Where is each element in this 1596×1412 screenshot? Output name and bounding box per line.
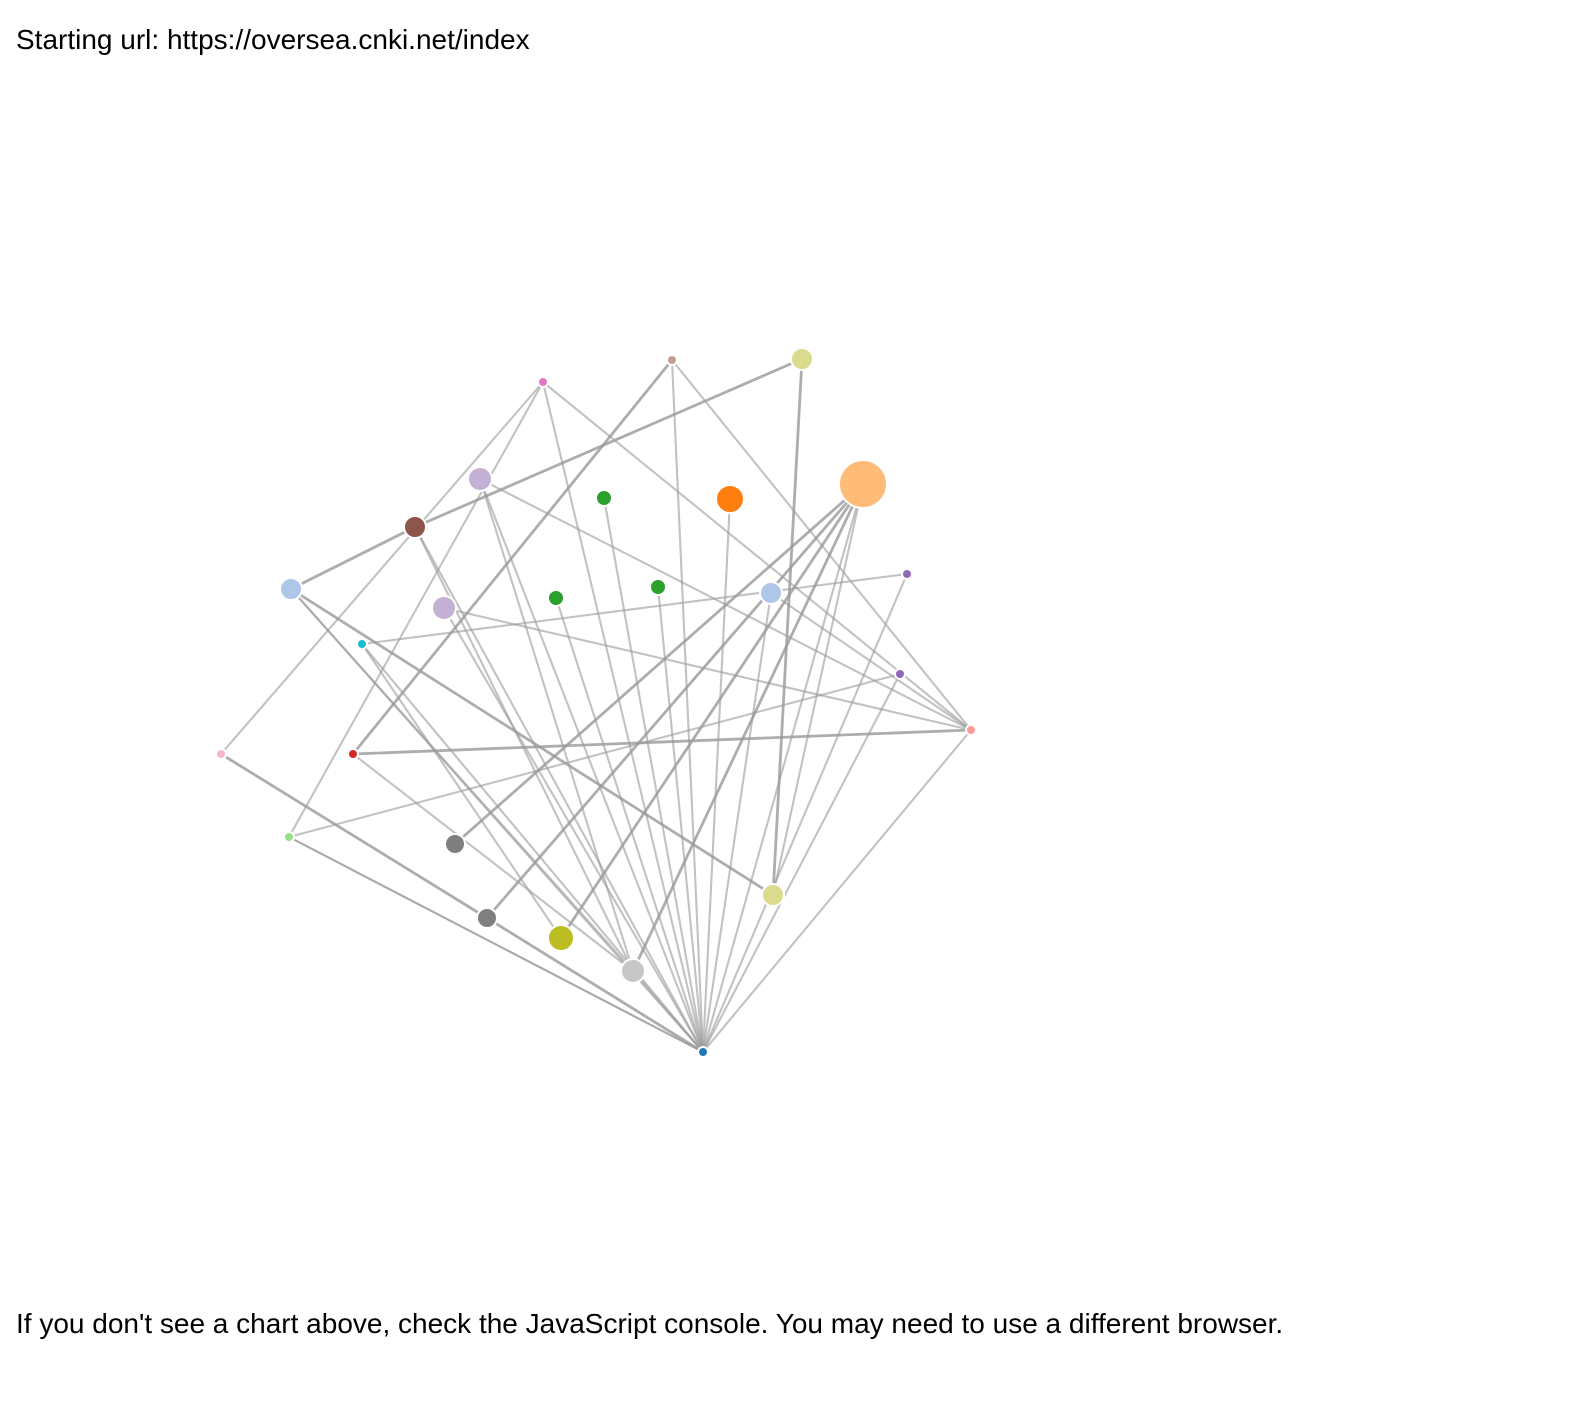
graph-link-lightblue-1-silver	[289, 587, 635, 973]
graph-link-lightgreen-hub	[287, 835, 705, 1054]
graph-node-lightgreen[interactable]	[283, 831, 295, 843]
graph-node-lavender-1[interactable]	[467, 466, 493, 492]
graph-link-orange-big-olive-light-2	[771, 482, 865, 897]
graph-link-tan-top-hub	[670, 358, 705, 1054]
graph-node-olive[interactable]	[547, 924, 575, 952]
graph-link-lavender-2-salmon	[442, 606, 973, 732]
browser-warning-text: If you don't see a chart above, check th…	[16, 1308, 1284, 1339]
graph-link-purple-1-hub	[701, 572, 909, 1054]
graph-link-red-silver	[351, 752, 635, 973]
graph-link-green-1-hub	[602, 496, 705, 1054]
graph-link-orange-big-olive	[559, 482, 865, 940]
graph-node-gray-2[interactable]	[476, 907, 498, 929]
graph-node-olive-light-top[interactable]	[790, 347, 814, 371]
graph-node-orange[interactable]	[715, 484, 745, 514]
graph-link-teal-hub	[360, 642, 705, 1054]
graph-link-red-salmon	[351, 728, 973, 756]
graph-link-lavender-2-hub	[442, 606, 705, 1054]
graph-link-pink-top-salmon	[541, 380, 973, 732]
graph-node-red[interactable]	[347, 748, 359, 760]
graph-link-salmon-hub	[701, 728, 973, 1054]
graph-link-orange-big-hub	[701, 482, 865, 1054]
graph-link-pink-left-gray-2	[219, 752, 489, 920]
graph-link-pink-top-pink-left	[219, 380, 545, 756]
graph-link-green-2-hub	[554, 596, 705, 1054]
graph-node-brown[interactable]	[403, 515, 427, 539]
graph-link-lavender-1-hub	[478, 477, 705, 1054]
graph-node-green-1[interactable]	[595, 489, 613, 507]
graph-link-brown-lightblue-1	[289, 525, 417, 591]
graph-link-lavender-1-silver	[478, 477, 635, 973]
graph-link-olive-light-top-olive-light-2	[771, 357, 804, 897]
graph-node-lightblue-2[interactable]	[759, 581, 783, 605]
graph-node-lightblue-1[interactable]	[279, 577, 303, 601]
graph-link-brown-hub	[413, 525, 705, 1054]
graph-node-purple-1[interactable]	[901, 568, 913, 580]
graph-link-orange-big-gray-2	[485, 482, 865, 920]
graph-link-orange-big-silver	[631, 482, 865, 973]
graph-link-silver-hub	[631, 969, 705, 1054]
graph-link-lightblue-2-hub	[701, 591, 773, 1054]
graph-link-orange-hub	[701, 497, 732, 1054]
graph-link-tan-top-red	[351, 358, 674, 756]
graph-link-lightgreen-purple-2	[287, 672, 902, 839]
graph-link-lightblue-2-salmon	[769, 591, 973, 732]
graph-node-orange-big[interactable]	[838, 459, 888, 509]
graph-node-teal[interactable]	[356, 638, 368, 650]
starting-url-text: Starting url: https://oversea.cnki.net/i…	[16, 24, 530, 55]
graph-node-tan-top[interactable]	[666, 354, 678, 366]
graph-node-pink-top[interactable]	[537, 376, 549, 388]
graph-link-olive-light-top-brown	[413, 357, 804, 529]
graph-node-silver[interactable]	[620, 958, 646, 984]
graph-node-lavender-2[interactable]	[431, 595, 457, 621]
graph-node-green-3[interactable]	[649, 578, 667, 596]
graph-node-hub[interactable]	[697, 1046, 709, 1058]
graph-node-salmon[interactable]	[965, 724, 977, 736]
graph-link-pink-top-hub	[541, 380, 705, 1054]
graph-node-olive-light-2[interactable]	[761, 883, 785, 907]
graph-node-purple-2[interactable]	[894, 668, 906, 680]
graph-node-pink-left[interactable]	[215, 748, 227, 760]
nodes-layer	[215, 347, 977, 1058]
graph-link-gray-2-hub	[485, 916, 705, 1054]
graph-link-pink-top-lightgreen	[287, 380, 545, 839]
graph-link-orange-big-gray-1	[453, 482, 865, 846]
graph-link-purple-2-hub	[701, 672, 902, 1054]
graph-node-gray-1[interactable]	[444, 833, 466, 855]
graph-node-green-2[interactable]	[547, 589, 565, 607]
graph-link-green-3-hub	[656, 585, 705, 1054]
